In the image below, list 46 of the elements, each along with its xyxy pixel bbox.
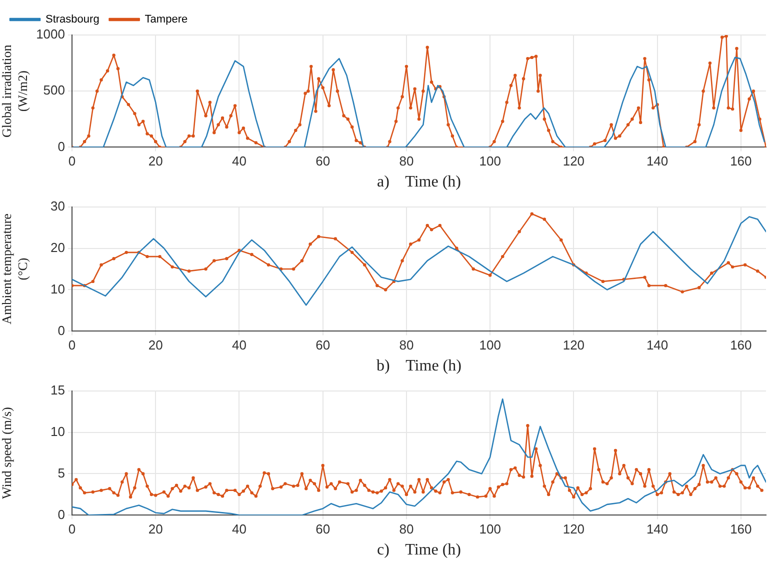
x-tick-label: 120 bbox=[562, 154, 585, 169]
x-axis-title: b) Time (h) bbox=[376, 358, 462, 375]
x-tick-label: 0 bbox=[68, 338, 76, 353]
x-tick-label: 160 bbox=[730, 154, 752, 169]
x-tick-label: 100 bbox=[479, 522, 501, 537]
x-tick-label: 60 bbox=[316, 522, 330, 537]
x-tick-label: 60 bbox=[316, 154, 330, 169]
y-tick-label: 5 bbox=[58, 465, 65, 480]
y-tick-label: 1000 bbox=[36, 26, 65, 42]
y-axis-title: Wind speed (m/s) bbox=[0, 407, 14, 499]
y-tick-label: 0 bbox=[58, 506, 65, 522]
y-tick-label: 15 bbox=[50, 382, 65, 398]
legend-label: Strasbourg bbox=[46, 14, 100, 26]
x-tick-label: 40 bbox=[232, 338, 246, 353]
x-tick-label: 20 bbox=[148, 338, 163, 353]
x-tick-label: 100 bbox=[479, 338, 501, 353]
y-tick-label: 10 bbox=[50, 281, 65, 296]
x-tick-label: 40 bbox=[232, 522, 246, 537]
x-tick-label: 20 bbox=[148, 154, 163, 169]
x-tick-label: 60 bbox=[316, 338, 330, 353]
x-tick-label: 120 bbox=[562, 522, 585, 537]
x-tick-label: 140 bbox=[646, 154, 668, 169]
x-tick-label: 140 bbox=[646, 338, 668, 353]
x-tick-label: 100 bbox=[479, 154, 501, 169]
legend-label: Tampere bbox=[144, 14, 188, 26]
y-tick-label: 30 bbox=[50, 198, 65, 214]
x-tick-label: 40 bbox=[232, 154, 246, 169]
y-tick-label: 0 bbox=[58, 322, 65, 338]
x-tick-label: 160 bbox=[730, 522, 752, 537]
x-tick-label: 0 bbox=[68, 522, 76, 537]
y-tick-label: 500 bbox=[43, 82, 65, 98]
x-tick-label: 80 bbox=[399, 154, 414, 169]
x-tick-label: 120 bbox=[562, 338, 585, 353]
y-tick-label: 20 bbox=[50, 240, 65, 255]
x-tick-label: 20 bbox=[148, 522, 163, 537]
y-axis-title: Global irradiation (W/m2) bbox=[0, 44, 30, 138]
y-axis-title: Ambient temperature (°C) bbox=[0, 213, 30, 324]
x-tick-label: 160 bbox=[730, 338, 752, 353]
x-tick-label: 80 bbox=[399, 338, 414, 353]
y-tick-label: 0 bbox=[58, 138, 65, 154]
x-axis-title: a) Time (h) bbox=[377, 174, 461, 191]
x-tick-label: 80 bbox=[399, 522, 414, 537]
x-tick-label: 140 bbox=[646, 522, 668, 537]
x-axis-title: c) Time (h) bbox=[377, 542, 461, 559]
y-tick-label: 10 bbox=[50, 424, 65, 439]
x-tick-label: 0 bbox=[68, 154, 76, 169]
